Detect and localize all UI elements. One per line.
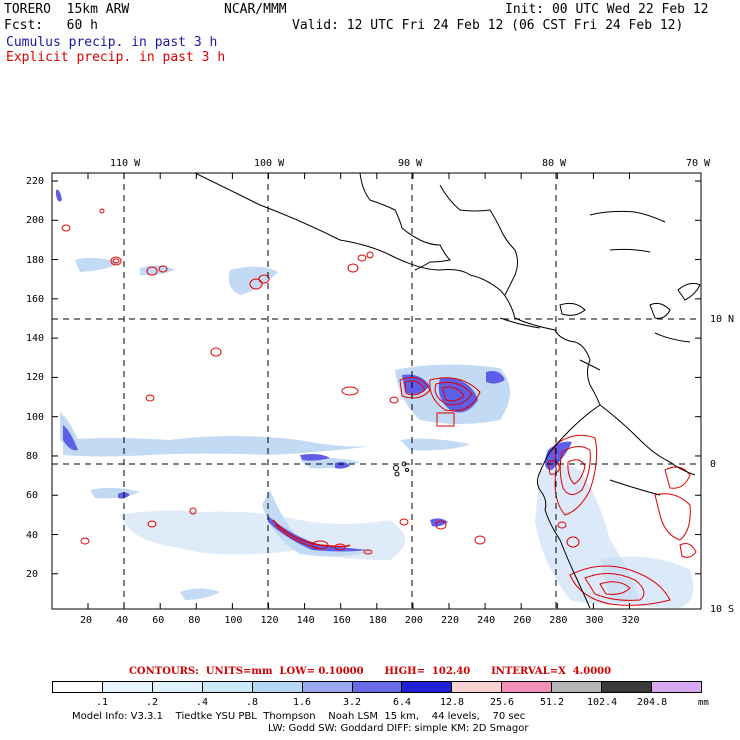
- latitude-label: 0: [710, 459, 717, 470]
- y-tick-label: 180: [26, 254, 45, 266]
- y-tick-label: 120: [26, 372, 45, 384]
- legend-units: mm: [698, 698, 709, 708]
- y-tick-label: 200: [26, 215, 45, 227]
- legend-label: 25.6: [490, 697, 515, 708]
- y-tick-label: 160: [26, 293, 45, 305]
- legend-label: .2: [146, 697, 159, 708]
- longitude-label: 110 W: [110, 158, 141, 169]
- x-tick-label: 320: [621, 615, 640, 626]
- y-tick-label: 60: [26, 490, 39, 502]
- x-tick-label: 80: [188, 615, 201, 626]
- legend-swatch: [301, 682, 352, 692]
- legend-swatch: [601, 682, 652, 692]
- legend-label: .8: [246, 697, 259, 708]
- legend-label: 51.2: [540, 697, 565, 708]
- model-info: Model Info: V3.3.1 Tiedtke YSU PBL Thomp…: [72, 711, 526, 722]
- legend-swatch: [501, 682, 552, 692]
- longitude-label: 70 W: [686, 158, 711, 169]
- latitude-label: 10 S: [710, 604, 735, 615]
- model-name: TORERO 15km ARW: [4, 2, 130, 17]
- x-tick-label: 240: [477, 615, 496, 626]
- x-tick-label: 280: [549, 615, 568, 626]
- x-tick-label: 200: [404, 615, 423, 626]
- legend-label: 3.2: [343, 697, 362, 708]
- color-legend: [52, 681, 702, 693]
- legend-swatch: [151, 682, 202, 692]
- x-tick-label: 120: [260, 615, 279, 626]
- x-tick-label: 160: [332, 615, 351, 626]
- forecast-hour: Fcst: 60 h: [4, 18, 98, 33]
- org-label: NCAR/MMM: [224, 2, 287, 17]
- y-tick-label: 100: [26, 411, 45, 423]
- longitude-label: 100 W: [254, 158, 285, 169]
- legend-swatch: [551, 682, 602, 692]
- contours-info: CONTOURS: UNITS=mm LOW= 0.10000 HIGH= 10…: [128, 666, 612, 677]
- latitude-label: 10 N: [710, 314, 735, 325]
- x-tick-label: 180: [368, 615, 387, 626]
- y-tick-label: 220: [26, 176, 45, 187]
- legend-swatch: [351, 682, 402, 692]
- x-tick-label: 20: [80, 615, 93, 626]
- legend-swatch: [251, 682, 302, 692]
- y-tick-label: 40: [26, 529, 39, 541]
- x-tick-label: 220: [441, 615, 460, 626]
- x-tick-label: 100: [224, 615, 243, 626]
- legend-swatch: [451, 682, 502, 692]
- legend-swatch: [651, 682, 701, 692]
- precip-field: [52, 173, 701, 609]
- x-tick-label: 140: [296, 615, 315, 626]
- explicit-label: Explicit precip. in past 3 h: [6, 50, 226, 65]
- y-tick-label: 20: [26, 568, 39, 580]
- init-time: Init: 00 UTC Wed 22 Feb 12: [505, 2, 709, 17]
- legend-label: 6.4: [393, 697, 412, 708]
- legend-label: 1.6: [293, 697, 312, 708]
- legend-label: 12.8: [440, 697, 465, 708]
- legend-swatch: [53, 682, 102, 692]
- legend-swatch: [401, 682, 452, 692]
- legend-label: .1: [96, 697, 109, 708]
- y-tick-label: 140: [26, 333, 45, 345]
- longitude-label: 80 W: [542, 158, 567, 169]
- valid-time: Valid: 12 UTC Fri 24 Feb 12 (06 CST Fri …: [292, 18, 684, 33]
- legend-label: .4: [196, 697, 209, 708]
- legend-label: 204.8: [637, 697, 668, 708]
- y-tick-label: 80: [26, 450, 39, 462]
- legend-swatch: [201, 682, 252, 692]
- x-tick-label: 60: [152, 615, 165, 626]
- longitude-label: 90 W: [398, 158, 423, 169]
- cumulus-label: Cumulus precip. in past 3 h: [6, 35, 218, 50]
- x-tick-label: 40: [116, 615, 129, 626]
- x-tick-label: 260: [513, 615, 532, 626]
- legend-swatch: [101, 682, 152, 692]
- physics-info: LW: Godd SW: Goddard DIFF: simple KM: 2D…: [268, 723, 529, 734]
- x-tick-label: 300: [585, 615, 604, 626]
- legend-label: 102.4: [587, 697, 618, 708]
